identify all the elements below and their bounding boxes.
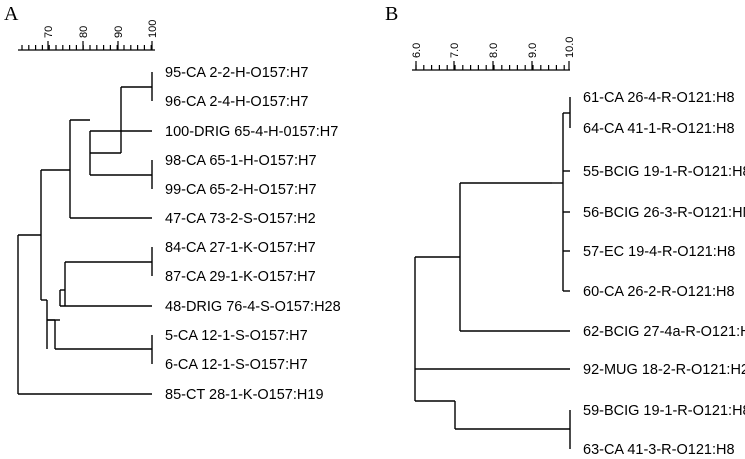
leaf-label: 95-CA 2-2-H-O157:H7 bbox=[165, 65, 308, 81]
leaf-label: 56-BCIG 26-3-R-O121:HNT bbox=[583, 205, 745, 221]
leaf-label: 84-CA 27-1-K-O157:H7 bbox=[165, 240, 316, 256]
leaf-label: 47-CA 73-2-S-O157:H2 bbox=[165, 211, 316, 227]
leaf-label: 85-CT 28-1-K-O157:H19 bbox=[165, 387, 324, 403]
axis-tick-label: 100 bbox=[147, 20, 159, 38]
leaf-label: 61-CA 26-4-R-O121:H8 bbox=[583, 90, 735, 106]
panel-a-letter: A bbox=[4, 3, 19, 25]
panel-b-scale-axis: 6.0 7.0 8.0 9.0 10.0 bbox=[411, 37, 576, 71]
leaf-label: 62-BCIG 27-4a-R-O121:H8 bbox=[583, 324, 745, 340]
panel-b-tree bbox=[414, 97, 571, 449]
leaf-label: 92-MUG 18-2-R-O121:H21 bbox=[583, 362, 745, 378]
panel-b-leaf-labels: 61-CA 26-4-R-O121:H8 64-CA 41-1-R-O121:H8… bbox=[583, 90, 745, 458]
axis-tick-label: 7.0 bbox=[449, 43, 461, 58]
axis-tick-label: 9.0 bbox=[527, 43, 539, 58]
leaf-label: 55-BCIG 19-1-R-O121:H8 bbox=[583, 164, 745, 180]
axis-tick-label: 70 bbox=[43, 26, 55, 38]
panel-a-dendrogram: A 70 80 90 100 95-CA 2-2-H-O157:H7 96-CA 2-4… bbox=[4, 3, 341, 403]
axis-tick-label: 6.0 bbox=[411, 43, 423, 58]
leaf-label: 100-DRIG 65-4-H-0157:H7 bbox=[165, 124, 338, 140]
panel-b-letter: B bbox=[385, 3, 398, 25]
leaf-label: 5-CA 12-1-S-O157:H7 bbox=[165, 328, 308, 344]
panel-a-leaf-labels: 95-CA 2-2-H-O157:H7 96-CA 2-4-H-O157:H7 10… bbox=[165, 65, 341, 403]
leaf-label: 87-CA 29-1-K-O157:H7 bbox=[165, 269, 316, 285]
leaf-label: 59-BCIG 19-1-R-O121:H8 bbox=[583, 403, 745, 419]
axis-tick-label: 10.0 bbox=[564, 37, 576, 58]
leaf-label: 63-CA 41-3-R-O121:H8 bbox=[583, 442, 735, 458]
leaf-label: 6-CA 12-1-S-O157:H7 bbox=[165, 357, 308, 373]
leaf-label: 57-EC 19-4-R-O121:H8 bbox=[583, 244, 735, 260]
leaf-label: 60-CA 26-2-R-O121:H8 bbox=[583, 284, 735, 300]
panel-a-scale-axis: 70 80 90 100 bbox=[18, 20, 159, 51]
panel-a-tree bbox=[17, 72, 153, 395]
axis-tick-label: 90 bbox=[113, 26, 125, 38]
leaf-label: 99-CA 65-2-H-O157:H7 bbox=[165, 182, 317, 198]
panel-b-dendrogram: B 6.0 7.0 8.0 9.0 10.0 61-CA 26-4-R-O121:H86… bbox=[385, 3, 745, 458]
leaf-label: 64-CA 41-1-R-O121:H8 bbox=[583, 121, 735, 137]
leaf-label: 96-CA 2-4-H-O157:H7 bbox=[165, 94, 308, 110]
leaf-label: 98-CA 65-1-H-O157:H7 bbox=[165, 153, 317, 169]
axis-tick-label: 8.0 bbox=[488, 43, 500, 58]
leaf-label: 48-DRIG 76-4-S-O157:H28 bbox=[165, 299, 341, 315]
axis-tick-label: 80 bbox=[78, 26, 90, 38]
